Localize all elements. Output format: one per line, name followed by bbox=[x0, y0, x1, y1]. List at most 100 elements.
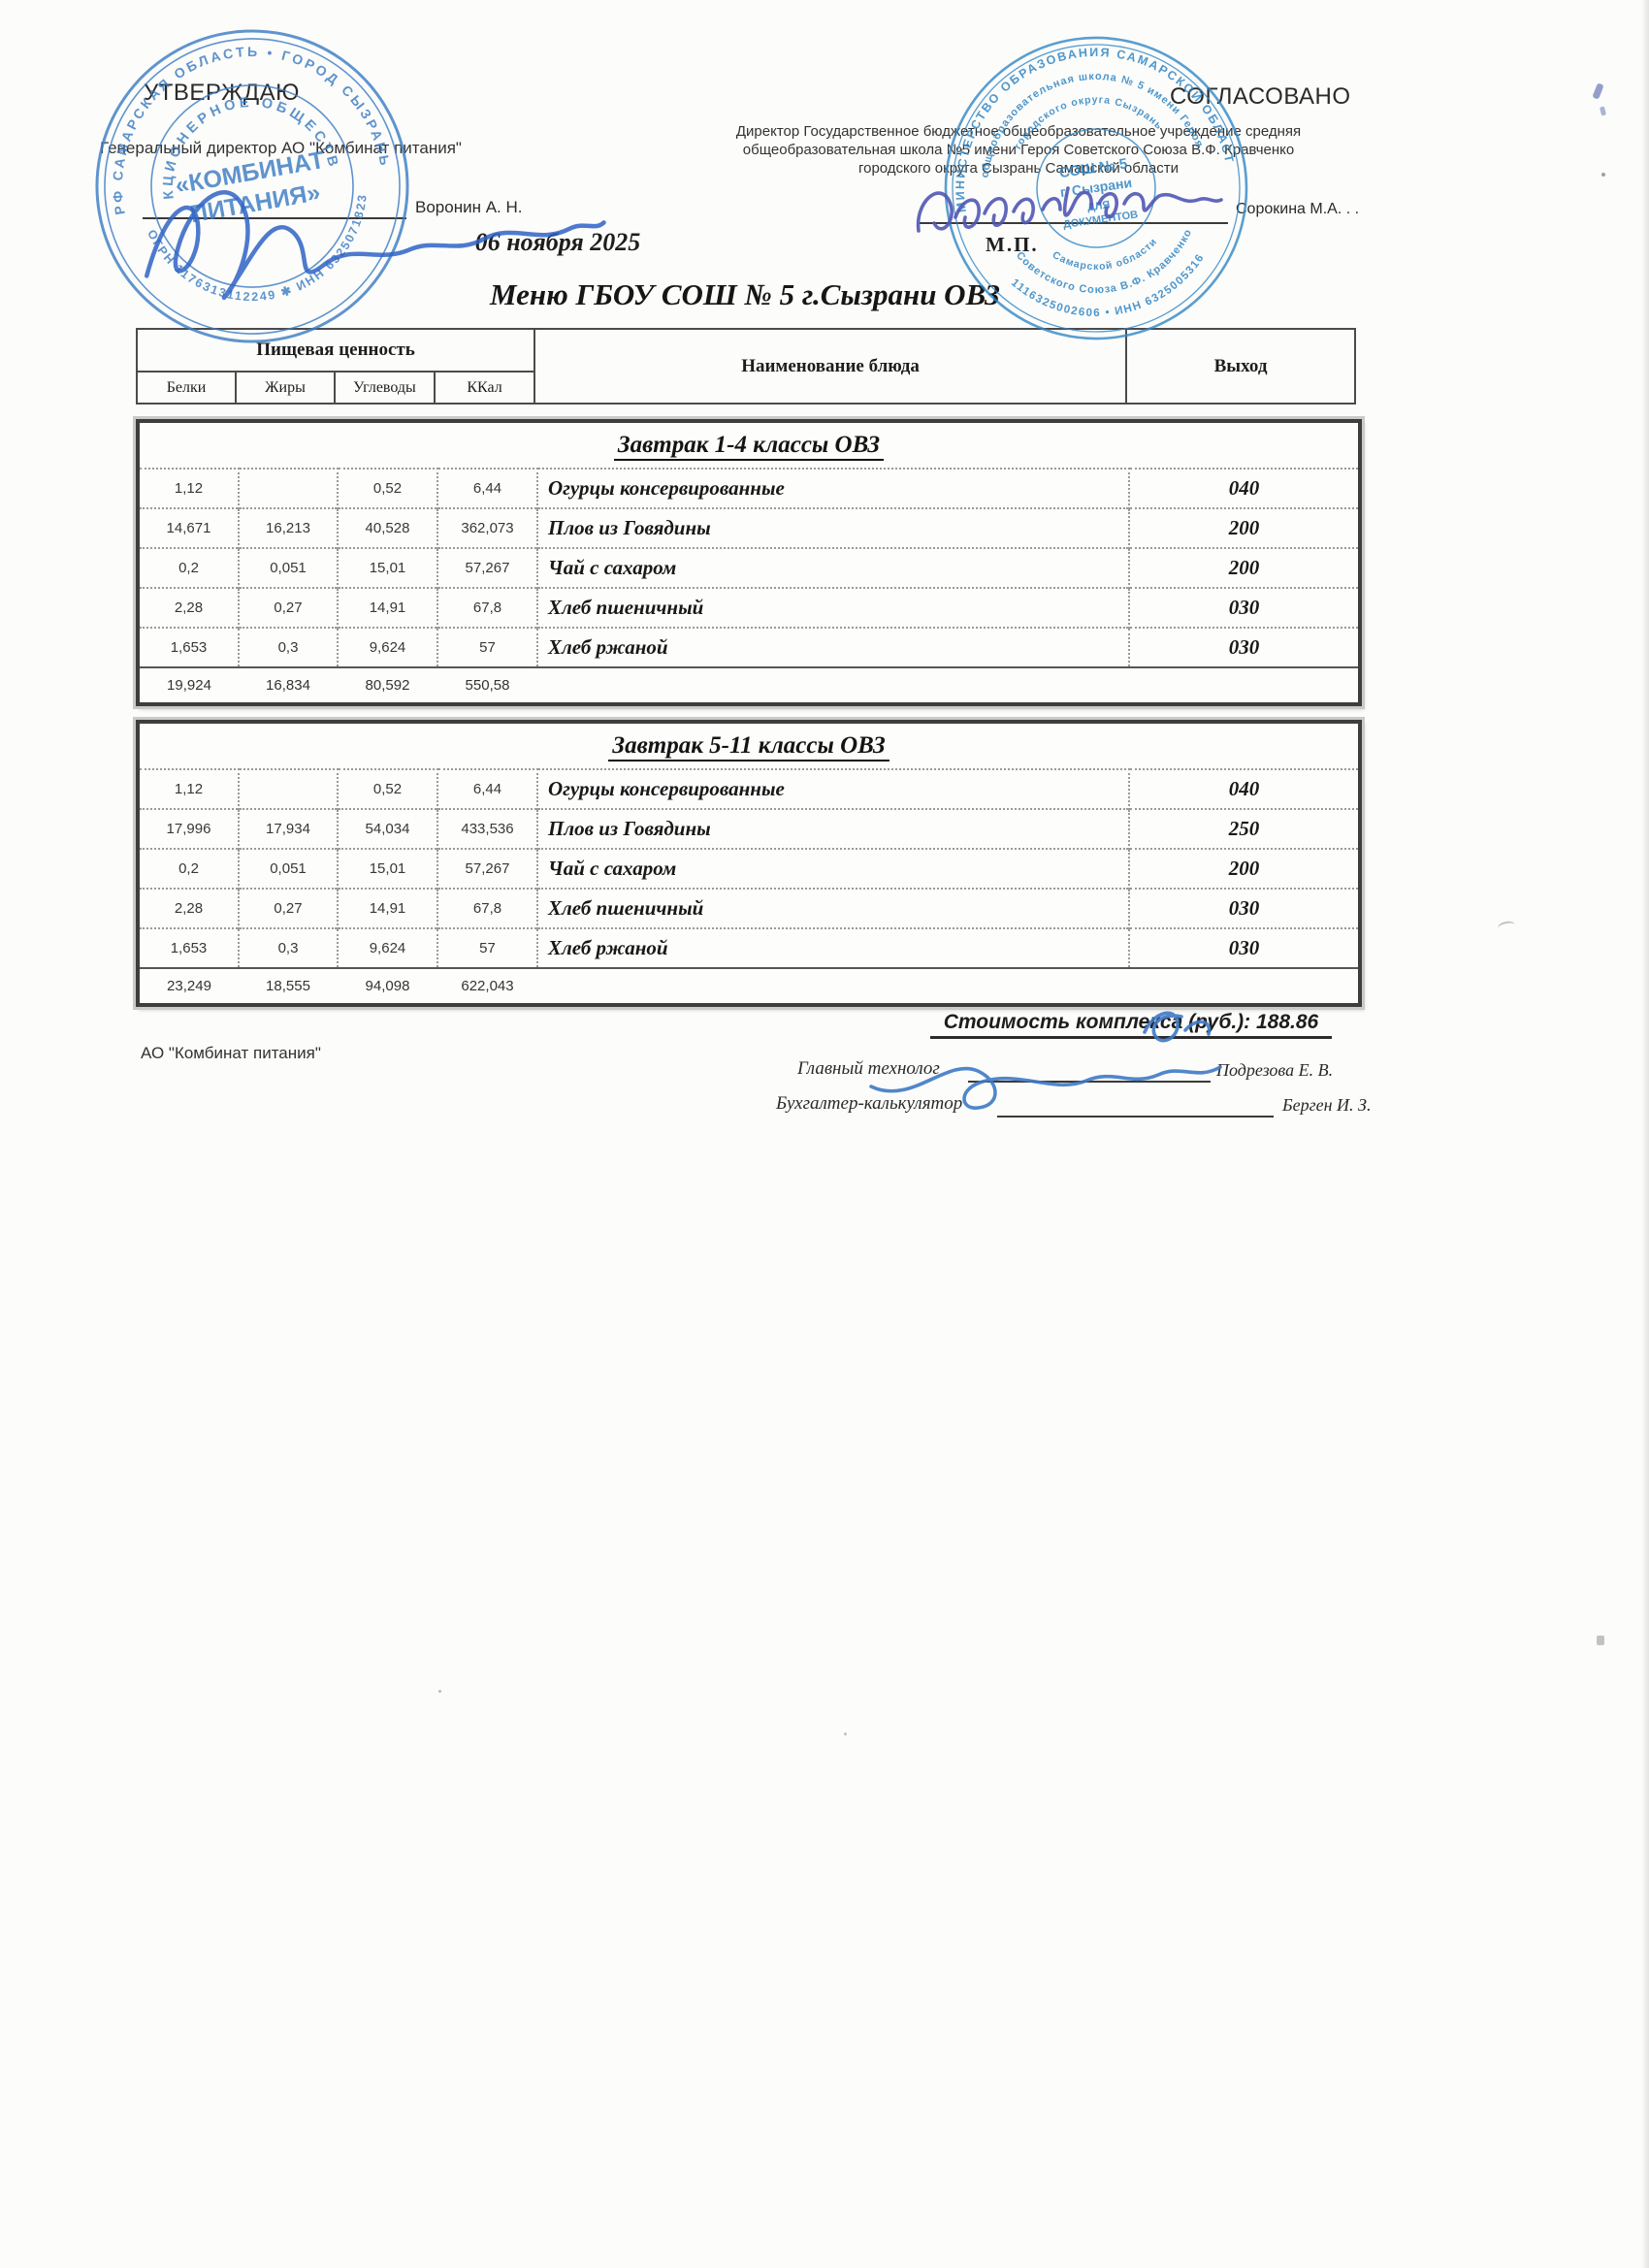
stamp-center-line: ДЛЯ bbox=[1086, 199, 1111, 213]
scan-artifact bbox=[1592, 82, 1604, 100]
nutrition-fat bbox=[239, 468, 339, 508]
nutrition-carbs: 40,528 bbox=[338, 507, 438, 548]
menu-table-grades-1-4-box: Завтрак 1-4 классы ОВЗ 1,12 0,52 6,44 Огурц… bbox=[136, 419, 1362, 706]
menu-row: 2,28 0,27 14,91 67,8 Хлеб пшеничный 030 bbox=[140, 888, 1359, 928]
dish-output: 200 bbox=[1129, 547, 1358, 588]
totals-row: 23,249 18,555 94,098 622,043 bbox=[140, 967, 1359, 1003]
dish-output: 040 bbox=[1129, 468, 1358, 508]
menu-table-grades-5-11: Завтрак 5-11 классы ОВЗ 1,12 0,52 6,44 Огур… bbox=[140, 724, 1359, 1003]
company-name: АО "Комбинат питания" bbox=[141, 1044, 321, 1062]
dish-output: 030 bbox=[1129, 587, 1358, 628]
table-title: Завтрак 5-11 классы ОВЗ bbox=[608, 732, 889, 761]
menu-date: 06 ноября 2025 bbox=[474, 228, 641, 256]
total-protein: 19,924 bbox=[140, 666, 239, 702]
technologist-signature-line bbox=[968, 1081, 1211, 1083]
table-title: Завтрак 1-4 классы ОВЗ bbox=[613, 432, 885, 461]
approve-heading: УТВЕРЖДАЮ bbox=[144, 80, 300, 106]
nutrition-carbs: 15,01 bbox=[338, 848, 438, 889]
stamp-ring-region: РФ САМАРСКАЯ ОБЛАСТЬ • ГОРОД СЫЗРАНЬ bbox=[87, 21, 394, 216]
org-line: Директор Государственное бюджетное общео… bbox=[735, 123, 1302, 140]
nutrition-carbs: 0,52 bbox=[338, 468, 438, 508]
menu-row: 14,671 16,213 40,528 362,073 Плов из Говядин… bbox=[140, 507, 1358, 548]
nutrition-kcal: 6,44 bbox=[437, 468, 538, 508]
col-header-kcal: ККал bbox=[433, 371, 536, 405]
org-line: общеобразовательная школа №5 имени Героя… bbox=[742, 142, 1295, 158]
scan-artifact bbox=[438, 1690, 441, 1693]
director-signer-name: Воронин А. Н. bbox=[415, 198, 523, 216]
menu-row: 1,653 0,3 9,624 57 Хлеб ржаной 030 bbox=[140, 627, 1358, 667]
total-kcal: 622,043 bbox=[437, 967, 537, 1003]
seal-mark-mp: М.П. bbox=[986, 233, 1039, 256]
dish-column-header: Наименование блюда bbox=[534, 328, 1128, 405]
nutrition-kcal: 362,073 bbox=[437, 507, 538, 548]
nutrition-carbs: 15,01 bbox=[338, 547, 438, 588]
svg-text:РФ САМАРСКАЯ ОБЛАСТЬ • ГОРОД С: РФ САМАРСКАЯ ОБЛАСТЬ • ГОРОД СЫЗРАНЬ bbox=[87, 21, 394, 216]
nutrition-carbs: 54,034 bbox=[338, 808, 438, 849]
nutrition-protein: 1,653 bbox=[140, 627, 240, 667]
menu-row: 2,28 0,27 14,91 67,8 Хлеб пшеничный 030 bbox=[140, 587, 1358, 628]
stamp-center-line: ПИТАНИЯ» bbox=[188, 178, 322, 228]
dish-name: Хлеб пшеничный bbox=[537, 888, 1130, 928]
scan-artifact bbox=[844, 1733, 847, 1735]
stamp-ring-oblast: Самарской области bbox=[1049, 235, 1162, 279]
dish-output: 030 bbox=[1129, 627, 1358, 667]
dish-name: Огурцы консервированные bbox=[537, 468, 1130, 508]
signature-line-right bbox=[920, 222, 1228, 224]
signature-line-left bbox=[143, 217, 406, 219]
nutrition-protein: 14,671 bbox=[140, 507, 240, 548]
dish-name: Чай с сахаром bbox=[537, 547, 1130, 588]
col-header-fat: Жиры bbox=[235, 371, 336, 405]
nutrition-group-header: Пищевая ценность bbox=[135, 328, 536, 373]
col-header-protein: Белки bbox=[136, 371, 237, 405]
accountant-label: Бухгалтер-калькулятор bbox=[776, 1093, 963, 1114]
nutrition-fat: 0,051 bbox=[239, 547, 339, 588]
total-carbs: 94,098 bbox=[338, 967, 437, 1003]
dish-name: Огурцы консервированные bbox=[537, 768, 1130, 809]
agree-heading: СОГЛАСОВАНО bbox=[1170, 83, 1351, 110]
nutrition-fat: 0,3 bbox=[239, 927, 339, 968]
nutrition-carbs: 9,624 bbox=[338, 627, 438, 667]
totals-row: 19,924 16,834 80,592 550,58 bbox=[140, 666, 1358, 702]
nutrition-carbs: 9,624 bbox=[338, 927, 438, 968]
complex-cost-line: Стоимость комплекса (руб.): 188.86 bbox=[897, 1011, 1365, 1039]
svg-text:Самарской области: Самарской области bbox=[1049, 235, 1162, 279]
director-role-line: Генеральный директор АО "Комбинат питани… bbox=[100, 139, 462, 157]
nutrition-fat: 16,213 bbox=[239, 507, 339, 548]
nutrition-carbs: 14,91 bbox=[338, 587, 438, 628]
stamp-ring-company-type: АКЦИОНЕРНОЕ ОБЩЕСТВО bbox=[85, 19, 342, 215]
menu-table-grades-1-4: Завтрак 1-4 классы ОВЗ 1,12 0,52 6,44 Огурц… bbox=[140, 423, 1358, 702]
menu-row: 17,996 17,934 54,034 433,536 Плов из Говядин… bbox=[140, 808, 1359, 849]
nutrition-kcal: 67,8 bbox=[437, 587, 538, 628]
dish-output: 030 bbox=[1129, 888, 1359, 928]
nutrition-carbs: 0,52 bbox=[338, 768, 438, 809]
accountant-signature-line bbox=[997, 1116, 1274, 1118]
menu-header-table-box: Пищевая ценность Наименование блюда Выхо… bbox=[135, 328, 1357, 405]
nutrition-protein: 17,996 bbox=[140, 808, 240, 849]
school-signer-name: Сорокина М.А. . . bbox=[1236, 201, 1360, 217]
nutrition-protein: 0,2 bbox=[140, 848, 240, 889]
technologist-label: Главный технолог bbox=[797, 1058, 940, 1079]
nutrition-kcal: 57 bbox=[437, 927, 538, 968]
nutrition-kcal: 57,267 bbox=[437, 547, 538, 588]
nutrition-kcal: 67,8 bbox=[437, 888, 538, 928]
nutrition-fat: 0,3 bbox=[239, 627, 339, 667]
menu-row: 0,2 0,051 15,01 57,267 Чай с сахаром 200 bbox=[140, 848, 1359, 889]
dish-output: 030 bbox=[1129, 927, 1359, 968]
dish-output: 250 bbox=[1129, 808, 1359, 849]
dish-name: Плов из Говядины bbox=[537, 507, 1130, 548]
svg-text:МИНИСТЕРСТВО ОБРАЗОВАНИЯ САМАР: МИНИСТЕРСТВО ОБРАЗОВАНИЯ САМАРСКОЙ ОБЛАС… bbox=[933, 25, 1238, 217]
table-title-row: Завтрак 5-11 классы ОВЗ bbox=[140, 724, 1358, 769]
dish-output: 200 bbox=[1129, 507, 1358, 548]
nutrition-kcal: 6,44 bbox=[437, 768, 538, 809]
org-line: городского округа Сызрань Самарской обла… bbox=[857, 160, 1180, 177]
total-carbs: 80,592 bbox=[338, 666, 437, 702]
school-org-block: Директор Государственное бюджетное общео… bbox=[667, 122, 1370, 178]
scan-artifact bbox=[1497, 920, 1516, 933]
dish-name: Плов из Говядины bbox=[537, 808, 1130, 849]
output-column-header: Выход bbox=[1125, 328, 1357, 405]
nutrition-protein: 1,653 bbox=[140, 927, 240, 968]
total-fat: 16,834 bbox=[239, 666, 338, 702]
menu-row: 0,2 0,051 15,01 57,267 Чай с сахаром 200 bbox=[140, 547, 1358, 588]
dish-output: 040 bbox=[1129, 768, 1359, 809]
